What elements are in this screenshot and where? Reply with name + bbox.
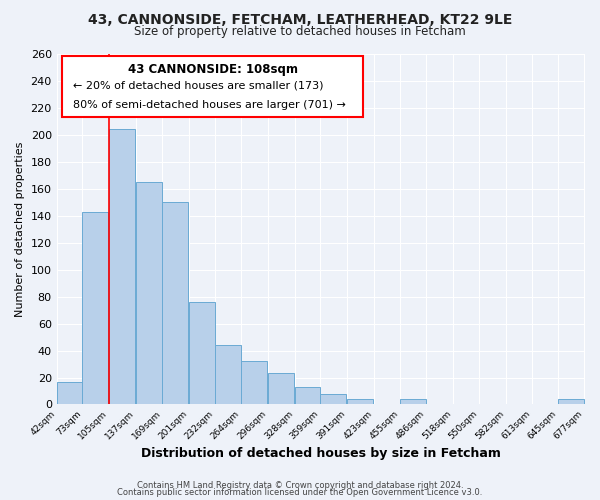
Text: 43 CANNONSIDE: 108sqm: 43 CANNONSIDE: 108sqm (128, 63, 298, 76)
Bar (268, 374, 294, 404)
FancyBboxPatch shape (62, 56, 363, 117)
Text: 43, CANNONSIDE, FETCHAM, LEATHERHEAD, KT22 9LE: 43, CANNONSIDE, FETCHAM, LEATHERHEAD, KT… (88, 12, 512, 26)
Text: 80% of semi-detached houses are larger (701) →: 80% of semi-detached houses are larger (… (73, 100, 346, 110)
Bar (295, 387, 320, 404)
Bar (163, 202, 188, 404)
Bar (215, 345, 241, 405)
Text: Contains HM Land Registry data © Crown copyright and database right 2024.: Contains HM Land Registry data © Crown c… (137, 480, 463, 490)
Bar (320, 394, 346, 404)
Bar (136, 182, 161, 404)
Bar (241, 362, 267, 405)
Text: ← 20% of detached houses are smaller (173): ← 20% of detached houses are smaller (17… (73, 80, 323, 90)
Text: Size of property relative to detached houses in Fetcham: Size of property relative to detached ho… (134, 25, 466, 38)
Bar (189, 302, 215, 404)
Y-axis label: Number of detached properties: Number of detached properties (15, 142, 25, 317)
X-axis label: Distribution of detached houses by size in Fetcham: Distribution of detached houses by size … (141, 447, 501, 460)
Bar (347, 399, 373, 404)
Bar (56, 382, 82, 404)
Bar (400, 399, 426, 404)
Bar (82, 212, 108, 404)
Text: Contains public sector information licensed under the Open Government Licence v3: Contains public sector information licen… (118, 488, 482, 497)
Bar (559, 399, 584, 404)
Bar (109, 130, 135, 404)
